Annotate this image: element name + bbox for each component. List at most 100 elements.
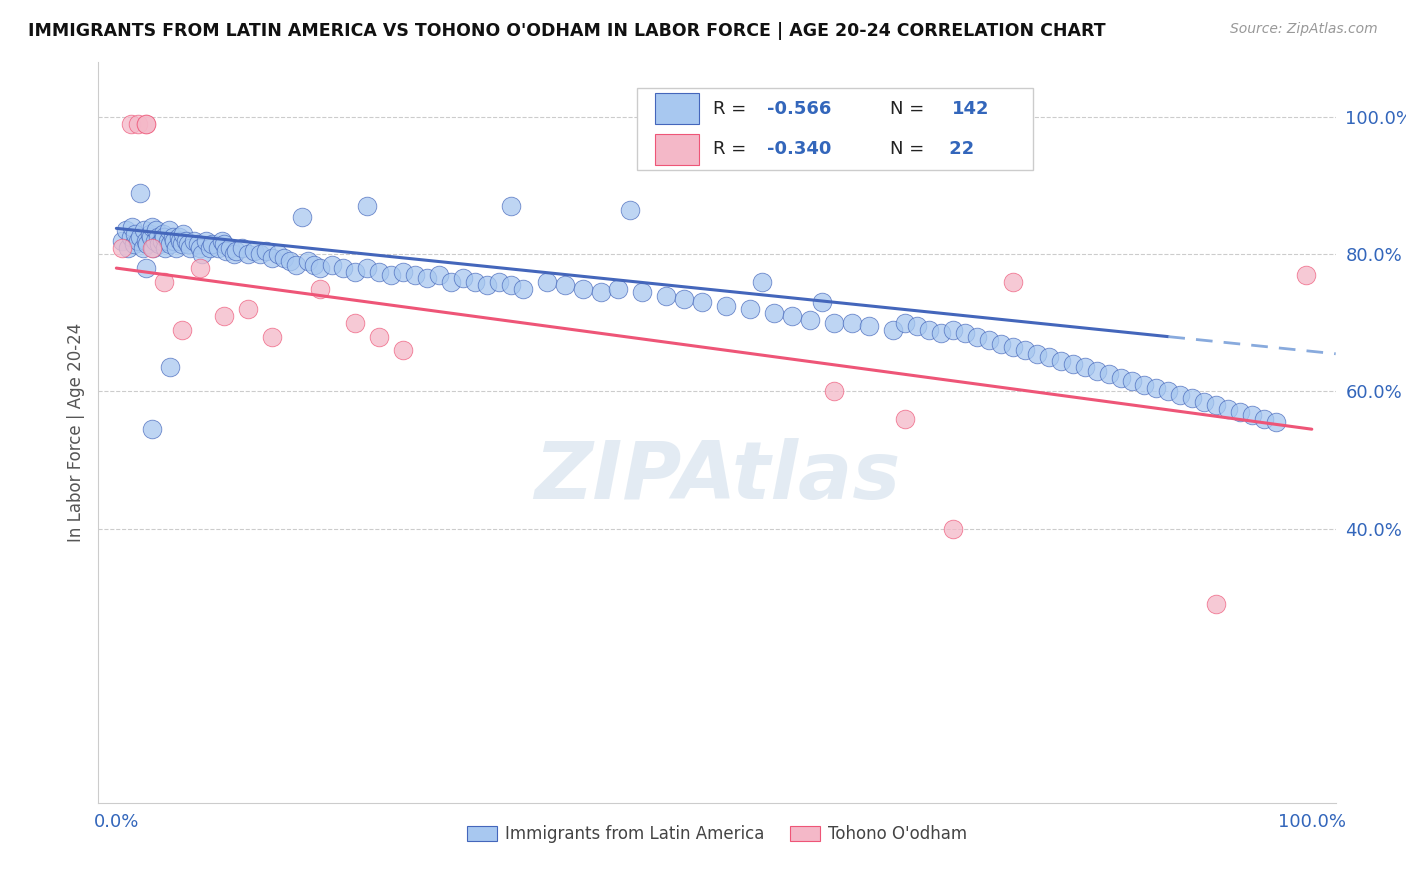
Point: [124, 227, 146, 241]
Point: [231, 240, 253, 255]
Point: [179, 240, 201, 255]
Point: [966, 329, 988, 343]
Point: [918, 323, 941, 337]
Point: [139, 227, 162, 241]
Point: [554, 278, 576, 293]
Text: 22: 22: [943, 140, 974, 159]
Point: [841, 316, 863, 330]
Point: [1097, 368, 1119, 382]
Point: [278, 254, 301, 268]
Point: [1295, 268, 1317, 282]
Point: [1192, 394, 1215, 409]
Text: -0.566: -0.566: [766, 100, 831, 118]
Point: [475, 278, 498, 293]
Point: [332, 261, 354, 276]
Point: [499, 278, 522, 293]
Point: [212, 309, 235, 323]
Point: [1038, 350, 1060, 364]
Point: [751, 275, 773, 289]
Point: [1001, 275, 1024, 289]
Point: [368, 264, 391, 278]
Point: [152, 227, 174, 241]
Point: [177, 237, 200, 252]
Point: [799, 312, 821, 326]
Point: [153, 275, 176, 289]
Point: [356, 261, 378, 276]
Point: [222, 247, 245, 261]
Point: [155, 240, 177, 255]
Point: [141, 240, 163, 255]
Point: [236, 302, 259, 317]
Point: [1253, 412, 1275, 426]
Text: ZIPAtlas: ZIPAtlas: [534, 438, 900, 516]
Point: [823, 316, 845, 330]
Point: [690, 295, 713, 310]
Point: [1205, 398, 1227, 412]
Point: [111, 240, 134, 255]
Point: [148, 230, 170, 244]
Point: [392, 343, 415, 358]
Point: [929, 326, 952, 341]
Point: [404, 268, 426, 282]
Point: [188, 261, 211, 276]
Point: [427, 268, 450, 282]
Point: [187, 237, 209, 252]
Point: [499, 199, 522, 213]
Point: [942, 522, 965, 536]
Point: [1025, 347, 1047, 361]
Point: [416, 271, 439, 285]
Point: [512, 282, 534, 296]
Point: [167, 230, 190, 244]
Point: [291, 210, 314, 224]
Point: [1014, 343, 1036, 358]
Point: [127, 117, 149, 131]
Point: [977, 333, 1000, 347]
Point: [135, 117, 157, 131]
Point: [120, 230, 142, 244]
Point: [823, 384, 845, 399]
Point: [953, 326, 976, 341]
Point: [571, 282, 593, 296]
Text: N =: N =: [890, 140, 931, 159]
Point: [321, 258, 343, 272]
Point: [344, 264, 367, 278]
Point: [129, 230, 152, 244]
Point: [284, 258, 307, 272]
Point: [143, 234, 166, 248]
Point: [260, 329, 283, 343]
Point: [115, 223, 138, 237]
Text: R =: R =: [713, 140, 752, 159]
Point: [198, 240, 221, 255]
Point: [619, 202, 641, 217]
Text: IMMIGRANTS FROM LATIN AMERICA VS TOHONO O'ODHAM IN LABOR FORCE | AGE 20-24 CORRE: IMMIGRANTS FROM LATIN AMERICA VS TOHONO …: [28, 22, 1105, 40]
FancyBboxPatch shape: [655, 93, 699, 124]
Point: [169, 234, 191, 248]
Point: [1168, 388, 1191, 402]
Point: [165, 240, 187, 255]
Point: [172, 227, 194, 241]
Point: [212, 237, 235, 252]
Point: [139, 230, 162, 244]
Point: [464, 275, 486, 289]
Point: [1109, 371, 1132, 385]
Point: [159, 237, 181, 252]
Point: [714, 299, 737, 313]
Point: [308, 282, 330, 296]
Point: [156, 234, 179, 248]
Point: [195, 234, 218, 248]
Point: [172, 237, 194, 252]
Point: [120, 117, 142, 131]
Point: [219, 240, 242, 255]
Point: [172, 323, 194, 337]
Point: [254, 244, 277, 258]
Text: 142: 142: [952, 100, 990, 118]
Point: [162, 230, 184, 244]
FancyBboxPatch shape: [637, 88, 1032, 169]
Point: [215, 244, 238, 258]
Point: [207, 240, 229, 255]
Point: [858, 319, 880, 334]
Point: [1264, 415, 1286, 429]
Point: [1181, 392, 1204, 406]
Point: [308, 261, 330, 276]
Point: [267, 247, 290, 261]
